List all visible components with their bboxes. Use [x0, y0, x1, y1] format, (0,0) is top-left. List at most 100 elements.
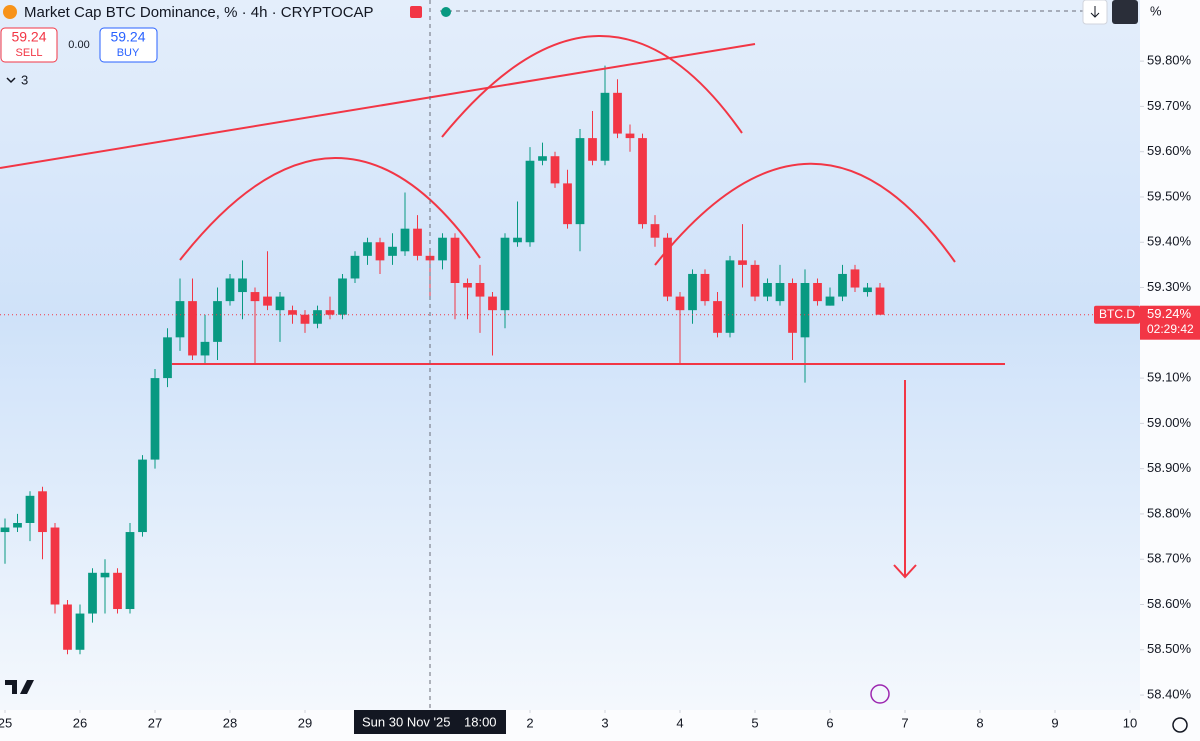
x-tick-label: 26 [73, 715, 87, 730]
time-axis [0, 710, 1140, 741]
x-tick-label: 6 [826, 715, 833, 730]
y-tick-label: 59.60% [1147, 143, 1192, 158]
candle-body [300, 314, 310, 324]
logo [5, 680, 34, 694]
candle-body [713, 301, 722, 333]
y-tick-label: 58.70% [1147, 551, 1192, 566]
candle-body [613, 92, 622, 134]
alert-icon[interactable] [870, 684, 890, 704]
candle-body [125, 532, 135, 610]
screenshot-button[interactable] [1112, 0, 1138, 24]
candle-body [163, 337, 172, 379]
down-icon [1090, 6, 1100, 18]
x-tick-label: 4 [676, 715, 683, 730]
candle-body [413, 228, 422, 256]
spread: 0.00 [68, 39, 89, 51]
candle-body [688, 273, 697, 311]
symbol-label: BTC.D [1099, 307, 1135, 321]
flag-icon[interactable] [410, 6, 422, 18]
candle-body [288, 310, 297, 315]
candle-body [250, 292, 260, 302]
candle-body [75, 613, 85, 650]
candle-body [463, 283, 472, 288]
collapse-icon[interactable] [6, 77, 16, 84]
x-tick-label: 8 [976, 715, 983, 730]
x-tick-label: 28 [223, 715, 237, 730]
candle-body [500, 237, 510, 311]
candle-body [388, 246, 397, 256]
candle-body [13, 522, 22, 528]
crosshair-time: 18:00 [464, 714, 497, 729]
buy-label: BUY [117, 47, 140, 59]
candle-body [813, 283, 822, 302]
candle-body [475, 283, 485, 297]
candle-body [50, 527, 60, 605]
y-tick-label: 59.10% [1147, 370, 1192, 385]
candle-body [138, 459, 147, 533]
settings-icon[interactable] [1172, 717, 1188, 733]
y-tick-label: 59.30% [1147, 279, 1192, 294]
candle-body [325, 310, 335, 315]
candle-body [175, 301, 185, 338]
candle-body [188, 301, 197, 356]
candle-body [700, 273, 710, 302]
candle-body [100, 572, 110, 578]
price-label-bg [1140, 305, 1200, 340]
candle-body [513, 237, 522, 243]
candle-body [213, 301, 222, 342]
candle-body [863, 287, 872, 293]
candle-body [875, 287, 885, 315]
candle-body [313, 310, 322, 324]
x-tick-label: 25 [0, 715, 12, 730]
symbol-label-bg [1094, 305, 1140, 324]
y-tick-label: 59.70% [1147, 98, 1192, 113]
candle-body [775, 283, 785, 302]
candle-body [825, 296, 835, 306]
y-tick-label: 58.40% [1147, 686, 1192, 701]
y-tick-label: 58.90% [1147, 460, 1192, 475]
candle-body [550, 156, 560, 184]
buy-button[interactable] [99, 27, 158, 63]
candle-body [400, 228, 410, 252]
candle-body [38, 491, 47, 533]
candle-body [738, 260, 747, 265]
x-tick-label: 3 [601, 715, 608, 730]
y-tick-label: 59.80% [1147, 53, 1192, 68]
crosshair-date: Sun 30 Nov '25 [362, 714, 451, 729]
candle-body [563, 183, 572, 225]
candle-body [638, 138, 647, 225]
candle-body [650, 224, 660, 238]
scale-button[interactable]: % [1150, 3, 1162, 18]
price-axis [1140, 0, 1200, 741]
candle-body [88, 572, 97, 614]
x-tick-label: 2 [526, 715, 533, 730]
candle-body [800, 283, 810, 338]
sell-button[interactable] [0, 27, 58, 63]
right-shoulder [654, 162, 956, 266]
candle-body [275, 296, 285, 311]
sell-price: 59.24 [11, 29, 46, 45]
y-tick-label: 59.00% [1147, 415, 1192, 430]
x-tick-label: 27 [148, 715, 162, 730]
left-shoulder [179, 157, 481, 261]
candle-body [200, 341, 210, 356]
buy-price: 59.24 [110, 29, 145, 45]
x-tick-label: 10 [1123, 715, 1137, 730]
candle-body [675, 296, 685, 311]
crosshair-label-bg [354, 710, 506, 734]
y-tick-label: 59.40% [1147, 234, 1192, 249]
candle-body [600, 92, 610, 161]
candle-body [725, 260, 735, 333]
marks [0, 65, 885, 655]
candle-body [350, 255, 360, 279]
y-tick-label: 58.80% [1147, 505, 1192, 520]
indicator-count: 3 [21, 72, 28, 87]
x-tick-label: 5 [751, 715, 758, 730]
y-tick-label: 58.50% [1147, 641, 1192, 656]
candle-body [63, 604, 72, 650]
candle-body [525, 160, 535, 243]
y-tick-label: 59.50% [1147, 188, 1192, 203]
y-tick-label: 58.60% [1147, 596, 1192, 611]
candle-body [625, 133, 635, 139]
